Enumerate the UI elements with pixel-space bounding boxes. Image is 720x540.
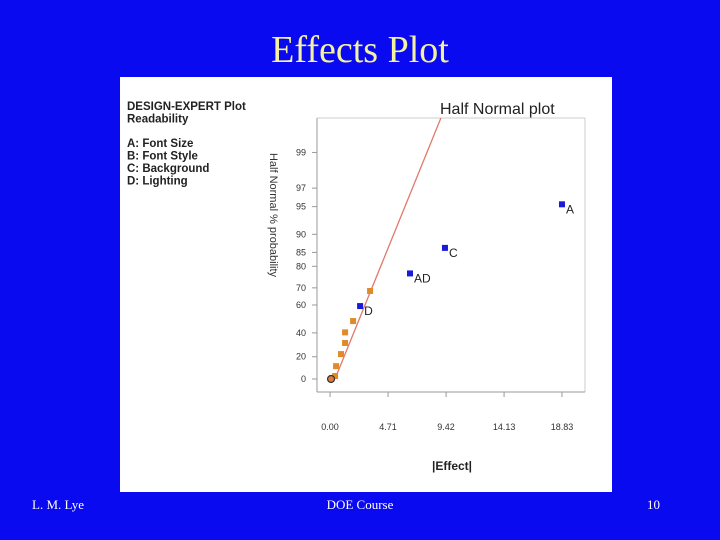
y-axis-label: Half Normal % probability [267,153,279,278]
point [441,244,448,251]
x-tick-label: 9.42 [437,422,455,432]
legend-text: A: Font Size [127,138,193,150]
y-tick-label: 97 [296,183,306,193]
footer-right: 10 [647,497,660,512]
x-tick-label: 14.13 [493,422,516,432]
point [326,374,336,384]
point-label: C [449,246,458,260]
x-axis-label: |Effect| [432,459,472,473]
point [342,339,349,346]
fit-line [334,117,442,380]
footer-left: L. M. Lye [32,497,84,512]
y-tick-label: 85 [296,247,306,257]
x-tick-label: 0.00 [321,422,339,432]
point [558,201,565,208]
point-label: A [566,202,574,216]
point [350,318,357,325]
legend-text: Readability [127,114,189,126]
plot-image [120,77,612,492]
point [333,363,340,370]
y-tick-label: 90 [296,229,306,239]
y-tick-label: 70 [296,283,306,293]
y-tick-label: 0 [301,374,306,384]
legend-text: DESIGN-EXPERT Plot [127,101,246,113]
y-tick-label: 40 [296,328,306,338]
point-label: D [364,304,373,318]
slide-title: Effects Plot [271,29,449,71]
legend-text: B: Font Style [127,151,198,163]
point [338,351,345,358]
chart-title: Half Normal plot [440,101,555,118]
y-tick-label: 95 [296,202,306,212]
y-tick-label: 80 [296,261,306,271]
y-tick-label: 20 [296,352,306,362]
x-tick-label: 4.71 [379,422,397,432]
y-tick-label: 60 [296,300,306,310]
point [342,329,349,336]
point [367,287,374,294]
legend-text: C: Background [127,163,209,175]
point [357,303,364,310]
point [406,270,413,277]
point-label: AD [414,271,431,285]
point [332,373,339,380]
x-tick-label: 18.83 [551,422,574,432]
y-tick-label: 99 [296,147,306,157]
legend-text: D: Lighting [127,176,188,188]
footer-center: DOE Course [327,497,394,512]
